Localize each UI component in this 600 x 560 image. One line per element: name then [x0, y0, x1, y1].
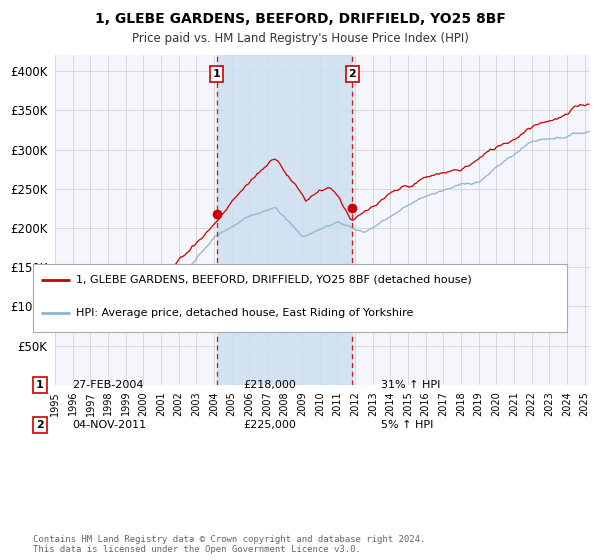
Text: £225,000: £225,000 [243, 420, 296, 430]
Text: HPI: Average price, detached house, East Riding of Yorkshire: HPI: Average price, detached house, East… [76, 308, 413, 318]
Text: 1: 1 [213, 69, 221, 80]
Bar [217, 55, 352, 385]
Text: 5% ↑ HPI: 5% ↑ HPI [381, 420, 433, 430]
Text: £218,000: £218,000 [243, 380, 296, 390]
Text: 2: 2 [36, 420, 44, 430]
Text: 31% ↑ HPI: 31% ↑ HPI [381, 380, 440, 390]
Text: 04-NOV-2011: 04-NOV-2011 [72, 420, 146, 430]
Text: 27-FEB-2004: 27-FEB-2004 [72, 380, 143, 390]
Text: 1, GLEBE GARDENS, BEEFORD, DRIFFIELD, YO25 8BF: 1, GLEBE GARDENS, BEEFORD, DRIFFIELD, YO… [95, 12, 505, 26]
Text: Price paid vs. HM Land Registry's House Price Index (HPI): Price paid vs. HM Land Registry's House … [131, 32, 469, 45]
Text: Contains HM Land Registry data © Crown copyright and database right 2024.
This d: Contains HM Land Registry data © Crown c… [33, 535, 425, 554]
Text: 1: 1 [36, 380, 44, 390]
Text: 1, GLEBE GARDENS, BEEFORD, DRIFFIELD, YO25 8BF (detached house): 1, GLEBE GARDENS, BEEFORD, DRIFFIELD, YO… [76, 274, 472, 284]
Text: 2: 2 [349, 69, 356, 80]
